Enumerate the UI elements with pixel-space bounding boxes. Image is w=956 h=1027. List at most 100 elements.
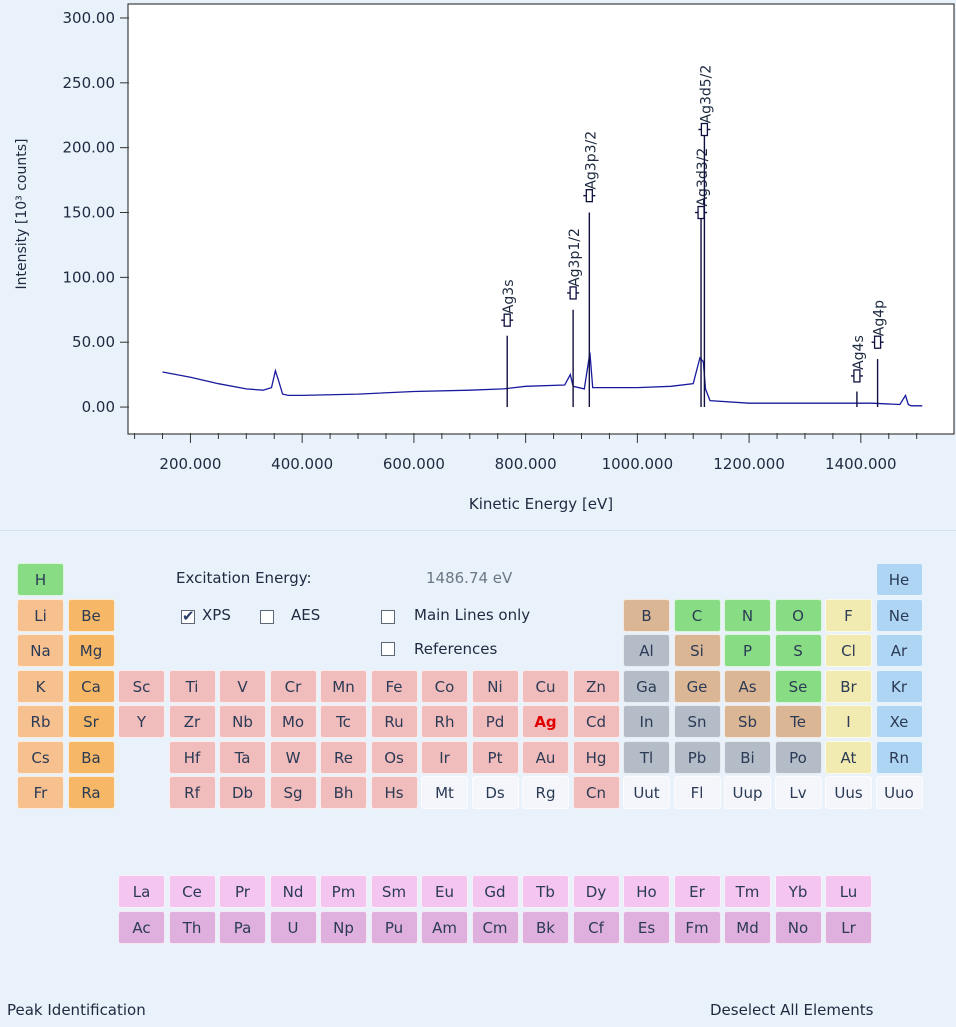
- element-pu[interactable]: Pu: [370, 910, 418, 944]
- element-tb[interactable]: Tb: [522, 875, 569, 908]
- element-cm[interactable]: Cm: [471, 910, 519, 944]
- element-c[interactable]: C: [673, 598, 721, 632]
- element-rf[interactable]: Rf: [168, 776, 216, 809]
- element-er[interactable]: Er: [673, 875, 721, 908]
- element-k[interactable]: K: [17, 669, 64, 703]
- element-pd[interactable]: Pd: [471, 705, 519, 738]
- aes-checkbox[interactable]: [260, 610, 274, 624]
- element-nd[interactable]: Nd: [269, 875, 317, 908]
- element-os[interactable]: Os: [370, 740, 418, 774]
- element-w[interactable]: W: [269, 740, 317, 774]
- element-uuo[interactable]: Uuo: [875, 776, 923, 809]
- element-rn[interactable]: Rn: [875, 740, 923, 774]
- element-la[interactable]: La: [118, 875, 165, 908]
- element-rg[interactable]: Rg: [522, 776, 569, 809]
- element-ru[interactable]: Ru: [370, 705, 418, 738]
- element-ra[interactable]: Ra: [67, 776, 115, 809]
- element-na[interactable]: Na: [17, 634, 64, 667]
- element-cn[interactable]: Cn: [572, 776, 620, 809]
- element-se[interactable]: Se: [774, 669, 822, 703]
- element-bh[interactable]: Bh: [320, 776, 367, 809]
- element-o[interactable]: O: [774, 598, 822, 632]
- element-nb[interactable]: Nb: [219, 705, 266, 738]
- element-ba[interactable]: Ba: [67, 740, 115, 774]
- element-pt[interactable]: Pt: [471, 740, 519, 774]
- element-h[interactable]: H: [17, 563, 64, 596]
- element-p[interactable]: P: [724, 634, 771, 667]
- element-sg[interactable]: Sg: [269, 776, 317, 809]
- element-ni[interactable]: Ni: [471, 669, 519, 703]
- element-mg[interactable]: Mg: [67, 634, 115, 667]
- element-pm[interactable]: Pm: [320, 875, 367, 908]
- element-gd[interactable]: Gd: [471, 875, 519, 908]
- element-cf[interactable]: Cf: [572, 910, 620, 944]
- element-b[interactable]: B: [623, 598, 670, 632]
- element-re[interactable]: Re: [320, 740, 367, 774]
- element-cu[interactable]: Cu: [522, 669, 569, 703]
- element-pa[interactable]: Pa: [219, 910, 266, 944]
- element-uut[interactable]: Uut: [623, 776, 670, 809]
- element-es[interactable]: Es: [623, 910, 670, 944]
- element-be[interactable]: Be: [67, 598, 115, 632]
- element-hs[interactable]: Hs: [370, 776, 418, 809]
- element-ce[interactable]: Ce: [168, 875, 216, 908]
- element-mn[interactable]: Mn: [320, 669, 367, 703]
- element-sc[interactable]: Sc: [118, 669, 165, 703]
- element-sb[interactable]: Sb: [724, 705, 771, 738]
- element-po[interactable]: Po: [774, 740, 822, 774]
- element-xe[interactable]: Xe: [875, 705, 923, 738]
- element-dy[interactable]: Dy: [572, 875, 620, 908]
- element-i[interactable]: I: [825, 705, 872, 738]
- element-cl[interactable]: Cl: [825, 634, 872, 667]
- element-bk[interactable]: Bk: [522, 910, 569, 944]
- element-u[interactable]: U: [269, 910, 317, 944]
- element-cd[interactable]: Cd: [572, 705, 620, 738]
- element-uup[interactable]: Uup: [724, 776, 771, 809]
- element-rb[interactable]: Rb: [17, 705, 64, 738]
- element-hg[interactable]: Hg: [572, 740, 620, 774]
- element-hf[interactable]: Hf: [168, 740, 216, 774]
- element-au[interactable]: Au: [522, 740, 569, 774]
- element-ga[interactable]: Ga: [623, 669, 670, 703]
- element-cs[interactable]: Cs: [17, 740, 64, 774]
- element-ta[interactable]: Ta: [219, 740, 266, 774]
- element-sm[interactable]: Sm: [370, 875, 418, 908]
- element-ti[interactable]: Ti: [168, 669, 216, 703]
- element-tc[interactable]: Tc: [320, 705, 367, 738]
- element-li[interactable]: Li: [17, 598, 64, 632]
- element-ne[interactable]: Ne: [875, 598, 923, 632]
- element-tm[interactable]: Tm: [724, 875, 771, 908]
- element-ho[interactable]: Ho: [623, 875, 670, 908]
- element-no[interactable]: No: [774, 910, 822, 944]
- element-bi[interactable]: Bi: [724, 740, 771, 774]
- element-ar[interactable]: Ar: [875, 634, 923, 667]
- xps-checkbox[interactable]: [181, 607, 195, 625]
- element-mt[interactable]: Mt: [421, 776, 468, 809]
- element-ca[interactable]: Ca: [67, 669, 115, 703]
- element-zn[interactable]: Zn: [572, 669, 620, 703]
- element-np[interactable]: Np: [320, 910, 367, 944]
- deselect-all-elements-button[interactable]: Deselect All Elements: [710, 1001, 874, 1019]
- element-ds[interactable]: Ds: [471, 776, 519, 809]
- element-am[interactable]: Am: [421, 910, 468, 944]
- element-as[interactable]: As: [724, 669, 771, 703]
- element-mo[interactable]: Mo: [269, 705, 317, 738]
- element-sr[interactable]: Sr: [67, 705, 115, 738]
- element-lu[interactable]: Lu: [825, 875, 872, 908]
- element-fl[interactable]: Fl: [673, 776, 721, 809]
- element-kr[interactable]: Kr: [875, 669, 923, 703]
- element-si[interactable]: Si: [673, 634, 721, 667]
- element-pb[interactable]: Pb: [673, 740, 721, 774]
- element-eu[interactable]: Eu: [421, 875, 468, 908]
- element-lv[interactable]: Lv: [774, 776, 822, 809]
- references-checkbox[interactable]: [381, 642, 395, 656]
- element-co[interactable]: Co: [421, 669, 468, 703]
- element-lr[interactable]: Lr: [825, 910, 872, 944]
- element-br[interactable]: Br: [825, 669, 872, 703]
- element-te[interactable]: Te: [774, 705, 822, 738]
- element-uus[interactable]: Uus: [825, 776, 872, 809]
- element-y[interactable]: Y: [118, 705, 165, 738]
- element-n[interactable]: N: [724, 598, 771, 632]
- element-fe[interactable]: Fe: [370, 669, 418, 703]
- element-fm[interactable]: Fm: [673, 910, 721, 944]
